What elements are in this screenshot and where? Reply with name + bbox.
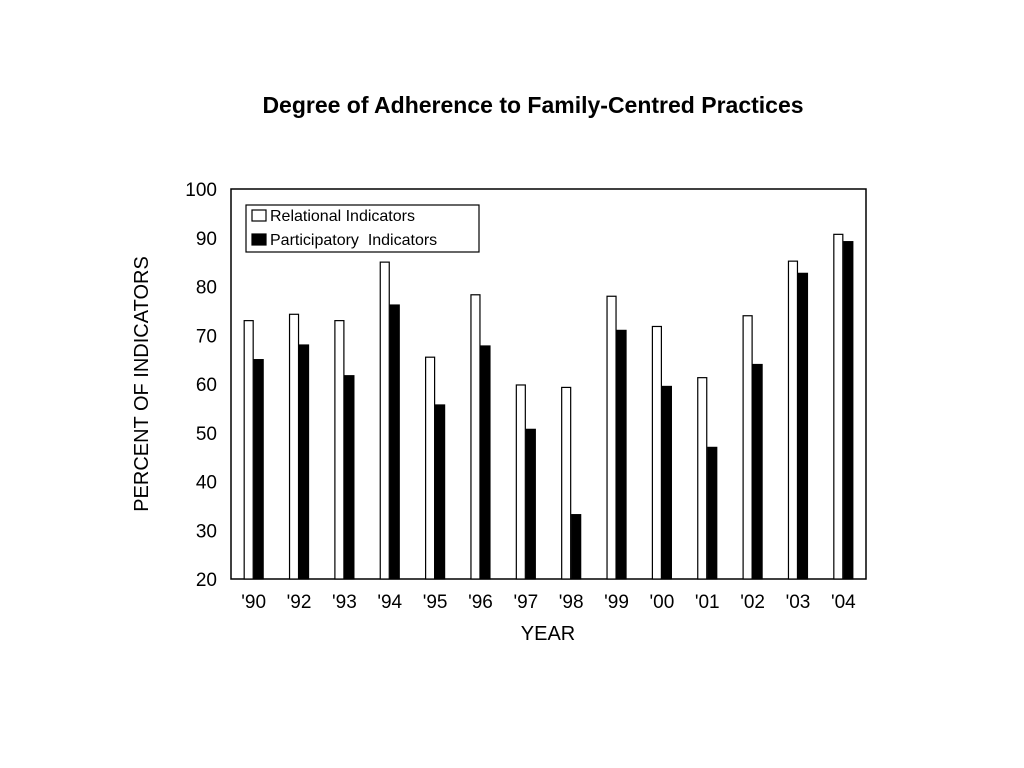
y-tick-label: 50 [196, 424, 217, 445]
bar-relational-12 [787, 260, 799, 580]
x-tick-label: '90 [241, 592, 266, 613]
legend-box [245, 204, 480, 253]
y-tick-label: 100 [185, 180, 217, 201]
y-axis-ticks: 20 30 40 50 60 70 80 90 100 [185, 180, 217, 591]
bar-relational-6 [515, 384, 526, 580]
legend-label-relational: Relational Indicators [270, 208, 415, 225]
bar-participatory-3 [389, 304, 400, 580]
x-tick-label: '95 [423, 592, 448, 613]
y-tick-label: 30 [196, 521, 217, 542]
legend-label-participatory: Participatory Indicators [270, 232, 437, 249]
bar-participatory-4 [435, 404, 446, 580]
bar-participatory-11 [752, 363, 763, 580]
plot-area [230, 188, 867, 580]
x-axis-ticks: '90 '92 '93 '94 '95 '96 '97 '98 '99 '00 '01 '02 '03 '… [241, 592, 856, 613]
y-tick-label: 20 [196, 570, 217, 591]
bar-participatory-7 [571, 514, 582, 580]
x-tick-label: '01 [695, 592, 720, 613]
bar-participatory-0 [253, 359, 264, 580]
bar-participatory-9 [661, 385, 672, 580]
x-tick-label: '92 [287, 592, 312, 613]
bar-participatory-1 [298, 344, 310, 580]
y-tick-label: 40 [196, 473, 217, 494]
x-axis-label: YEAR [521, 623, 575, 645]
bar-relational-4 [425, 356, 436, 580]
bar-relational-8 [606, 295, 617, 580]
bar-participatory-10 [707, 446, 718, 580]
bar-relational-10 [697, 377, 708, 580]
x-tick-label: '98 [559, 592, 584, 613]
bar-relational-1 [288, 313, 300, 580]
x-tick-label: '97 [513, 592, 538, 613]
bar-participatory-2 [344, 375, 355, 580]
bar-participatory-6 [525, 428, 536, 580]
bar-participatory-12 [797, 272, 809, 580]
legend-swatch-relational [251, 209, 267, 222]
x-tick-label: '99 [604, 592, 629, 613]
y-tick-label: 90 [196, 229, 217, 250]
y-tick-label: 70 [196, 326, 217, 347]
bar-relational-7 [561, 386, 572, 580]
bar-participatory-8 [616, 329, 627, 580]
x-tick-label: '96 [468, 592, 493, 613]
y-tick-label: 80 [196, 278, 217, 299]
legend-swatch-participatory [251, 233, 267, 246]
x-tick-label: '04 [831, 592, 856, 613]
legend: Relational Indicators Participatory Indi… [245, 204, 480, 253]
x-tick-label: '00 [650, 592, 675, 613]
y-tick-label: 60 [196, 375, 217, 396]
y-axis-label: PERCENT OF INDICATORS [131, 256, 153, 512]
bar-relational-11 [742, 315, 753, 580]
x-tick-label: '02 [740, 592, 765, 613]
bar-participatory-5 [480, 345, 491, 580]
bars-group [243, 233, 854, 580]
bar-relational-2 [334, 320, 345, 580]
chart-title: Degree of Adherence to Family-Centred Pr… [262, 92, 804, 118]
bar-relational-3 [379, 261, 390, 580]
x-tick-label: '93 [332, 592, 357, 613]
x-tick-label: '94 [377, 592, 402, 613]
bar-relational-5 [470, 294, 481, 580]
bar-relational-0 [243, 320, 254, 580]
x-tick-label: '03 [786, 592, 811, 613]
bar-participatory-13 [843, 241, 854, 580]
bar-relational-9 [651, 325, 662, 580]
bar-relational-13 [833, 233, 844, 580]
